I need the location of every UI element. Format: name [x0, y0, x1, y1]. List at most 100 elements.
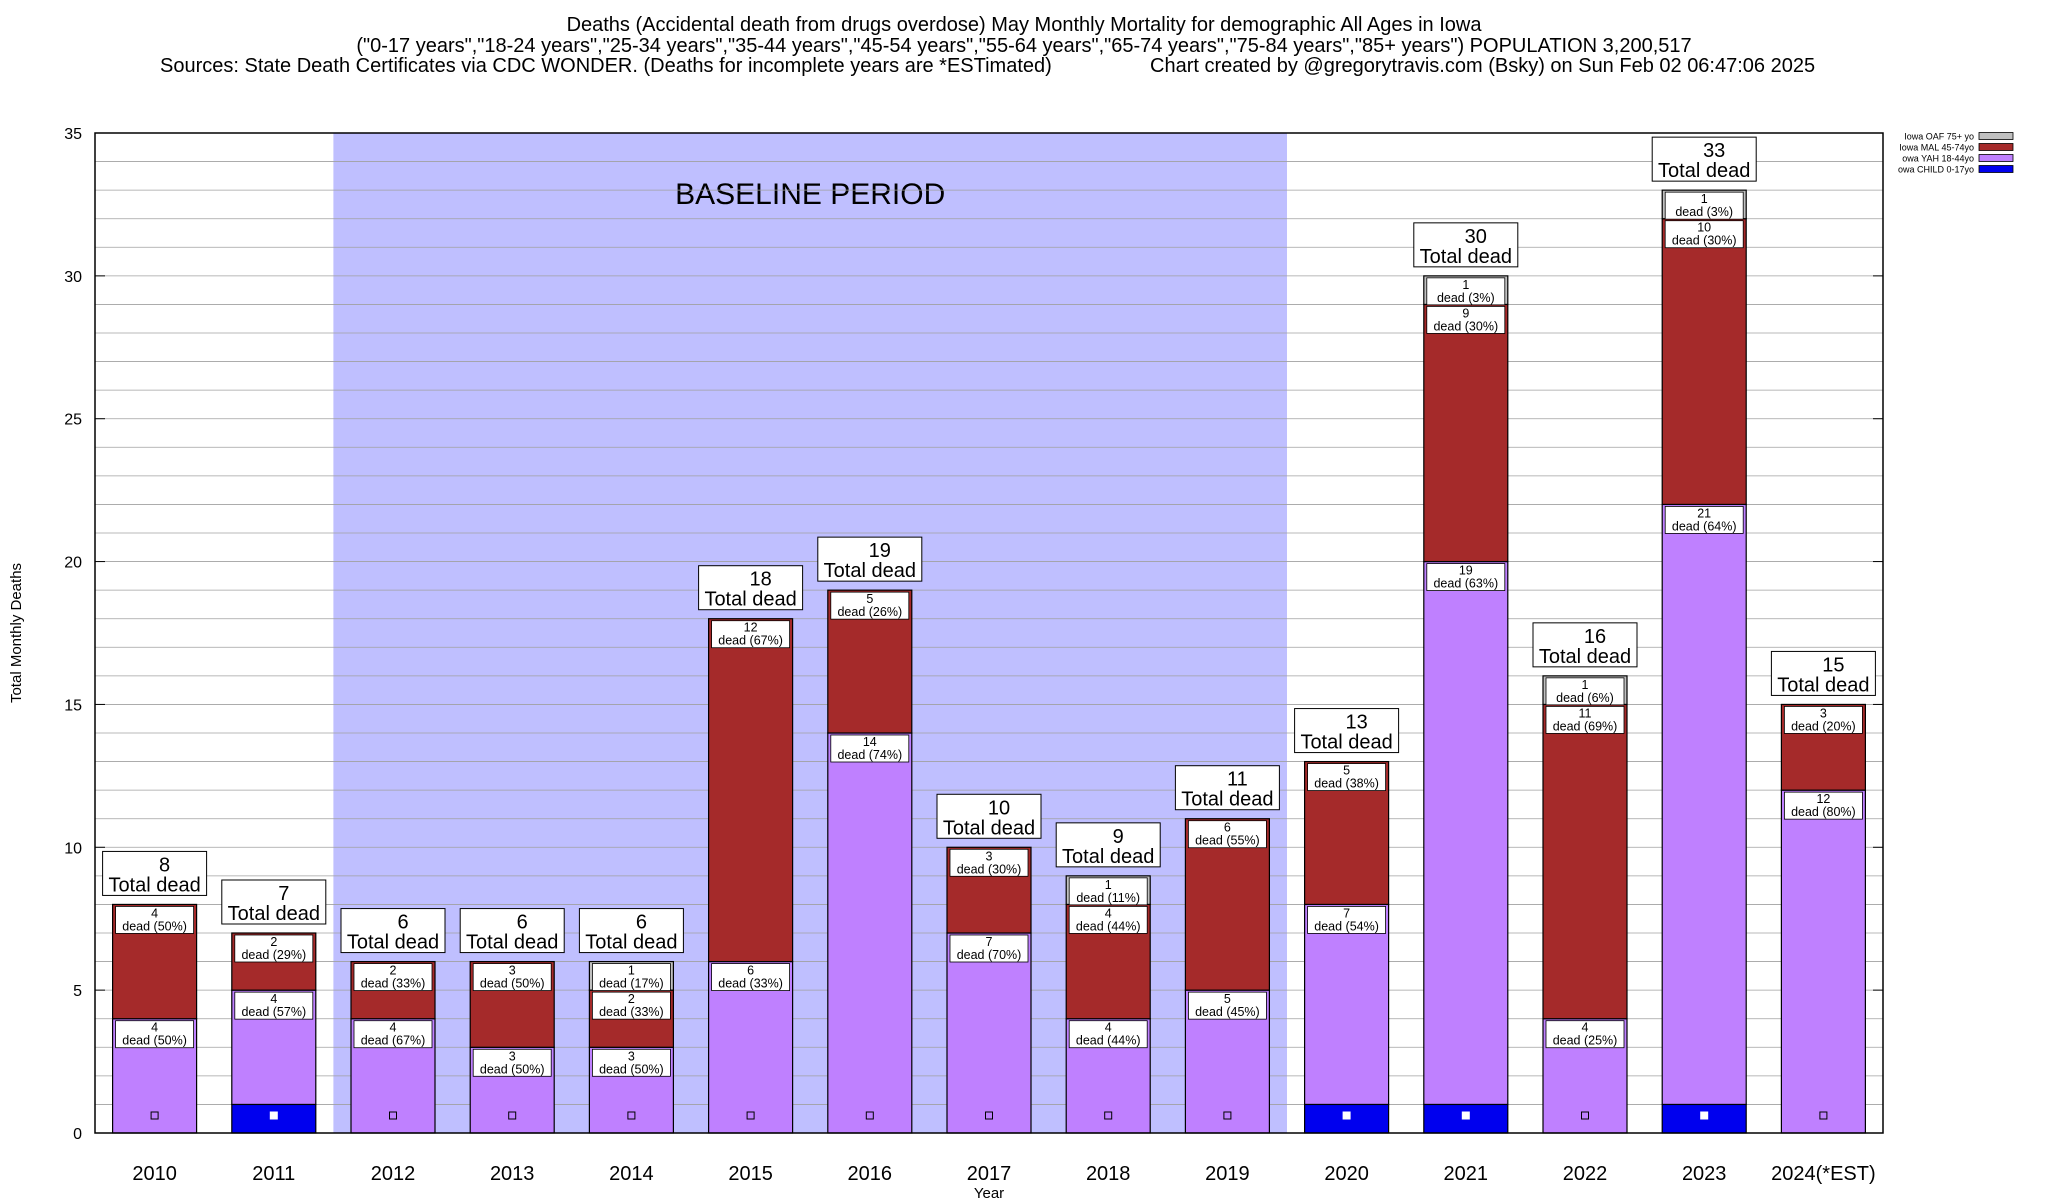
segment-label-percent: dead (45%): [1195, 1005, 1260, 1019]
segment-label-count: 1: [1462, 278, 1469, 292]
segment-label-count: 12: [1816, 792, 1830, 806]
baseline-period-label: BASELINE PERIOD: [675, 178, 945, 211]
segment-label-box: [592, 1048, 671, 1077]
total-label-box: [1770, 650, 1876, 696]
x-tick-label: 2018: [1086, 1163, 1131, 1185]
x-tick-label: 2022: [1563, 1163, 1608, 1185]
segment-label-count: 21: [1697, 506, 1711, 520]
segment-label-percent: dead (74%): [837, 748, 902, 762]
child-marker: [1461, 1111, 1470, 1120]
total-label-box: [698, 565, 804, 611]
segment-label-count: 2: [390, 964, 397, 978]
segment-label-box: [711, 620, 790, 649]
segment-label-percent: dead (30%): [1672, 234, 1737, 248]
child-marker: [1104, 1111, 1113, 1120]
x-tick-label: 2012: [371, 1163, 416, 1185]
segment-label-box: [1664, 191, 1744, 220]
segment-label-count: 1: [1105, 878, 1112, 892]
segment-label-percent: dead (44%): [1076, 1034, 1141, 1048]
total-label-text: Total dead: [108, 874, 200, 896]
total-label-count: 33: [1703, 140, 1725, 162]
total-label-box: [1651, 136, 1757, 182]
total-label-count: 16: [1584, 626, 1606, 648]
plot-frame: [94, 132, 1884, 1134]
segment-label-box: [1426, 277, 1506, 306]
legend-label: Iowa OAF 75+ yo: [1904, 132, 1974, 142]
total-label-count: 30: [1465, 226, 1487, 248]
segment-label-box: [830, 734, 910, 763]
segment-label-count: 3: [1820, 706, 1827, 720]
x-tick-label: 2013: [490, 1163, 535, 1185]
segment-label-percent: dead (29%): [241, 948, 306, 962]
child-marker: [269, 1111, 278, 1120]
segment-label-count: 19: [1459, 564, 1473, 578]
segment-label-percent: dead (80%): [1791, 805, 1856, 819]
chart-source-note: Sources: State Death Certificates via CD…: [160, 55, 1052, 77]
x-axis-label: Year: [974, 1185, 1004, 1200]
total-label-box: [1532, 622, 1638, 668]
total-label-count: 8: [159, 854, 170, 876]
total-label-box: [1294, 708, 1400, 754]
x-tick-label: 2015: [728, 1163, 773, 1185]
legend-label: Iowa MAL 45-74yo: [1899, 143, 1974, 153]
segment-label-percent: dead (3%): [1437, 291, 1495, 305]
segment-label-box: [1426, 563, 1506, 591]
child-marker: [1819, 1111, 1828, 1120]
segment-label-box: [711, 963, 790, 991]
total-label-text: Total dead: [228, 903, 320, 925]
child-marker: [865, 1111, 874, 1120]
total-label-text: Total dead: [943, 817, 1035, 839]
segment-label-percent: dead (33%): [599, 1005, 664, 1019]
legend-swatch: [1978, 143, 2014, 151]
child-marker: [1581, 1111, 1589, 1120]
segment-label-box: [472, 1048, 552, 1077]
segment-label-percent: dead (33%): [361, 977, 426, 991]
segment-label-box: [1068, 1020, 1148, 1049]
segment-label-box: [1784, 791, 1863, 820]
total-label-text: Total dead: [585, 932, 677, 954]
segment-label-percent: dead (50%): [122, 1034, 187, 1048]
segment-label-count: 4: [270, 992, 277, 1006]
segment-label-percent: dead (6%): [1556, 691, 1614, 705]
bar-segment: [1303, 903, 1390, 1106]
total-label-count: 10: [988, 797, 1010, 819]
total-label-count: 6: [517, 912, 528, 934]
segment-label-box: [234, 934, 314, 963]
segment-label-count: 7: [986, 935, 993, 949]
segment-label-box: [115, 1020, 194, 1049]
segment-label-box: [353, 1020, 433, 1049]
segment-label-box: [234, 991, 314, 1020]
segment-label-percent: dead (50%): [480, 1062, 545, 1076]
child-marker: [389, 1111, 397, 1120]
legend-swatch: [1978, 165, 2014, 173]
x-tick-label: 2019: [1205, 1163, 1250, 1185]
x-tick-label: 2021: [1444, 1163, 1489, 1185]
segment-label-count: 1: [628, 964, 635, 978]
segment-label-count: 3: [986, 849, 993, 863]
segment-label-count: 9: [1462, 306, 1469, 320]
total-label-box: [221, 879, 327, 925]
segment-label-count: 4: [151, 1021, 158, 1035]
segment-label-percent: dead (63%): [1433, 577, 1498, 591]
legend-label: owa YAH 18-44yo: [1902, 154, 1974, 164]
child-marker: [1700, 1111, 1709, 1120]
segment-label-count: 5: [1343, 764, 1350, 778]
segment-label-percent: dead (64%): [1672, 519, 1737, 533]
y-tick-label: 10: [64, 840, 82, 857]
child-marker: [508, 1111, 517, 1120]
segment-label-count: 12: [744, 621, 758, 635]
y-axis-label: Total Monthly Deaths: [8, 563, 25, 703]
total-label-box: [936, 793, 1042, 839]
segment-label-count: 10: [1697, 221, 1711, 235]
segment-label-count: 2: [270, 935, 277, 949]
segment-label-count: 14: [863, 735, 877, 749]
segment-label-box: [830, 591, 910, 620]
segment-label-count: 6: [747, 964, 754, 978]
x-tick-label: 2011: [252, 1163, 295, 1185]
segment-label-percent: dead (11%): [1076, 891, 1140, 905]
segment-label-box: [1426, 306, 1506, 334]
segment-label-count: 3: [509, 964, 516, 978]
chart-credit-note: Chart created by @gregorytravis.com (Bsk…: [1150, 55, 1816, 77]
total-label-count: 9: [1113, 826, 1124, 848]
